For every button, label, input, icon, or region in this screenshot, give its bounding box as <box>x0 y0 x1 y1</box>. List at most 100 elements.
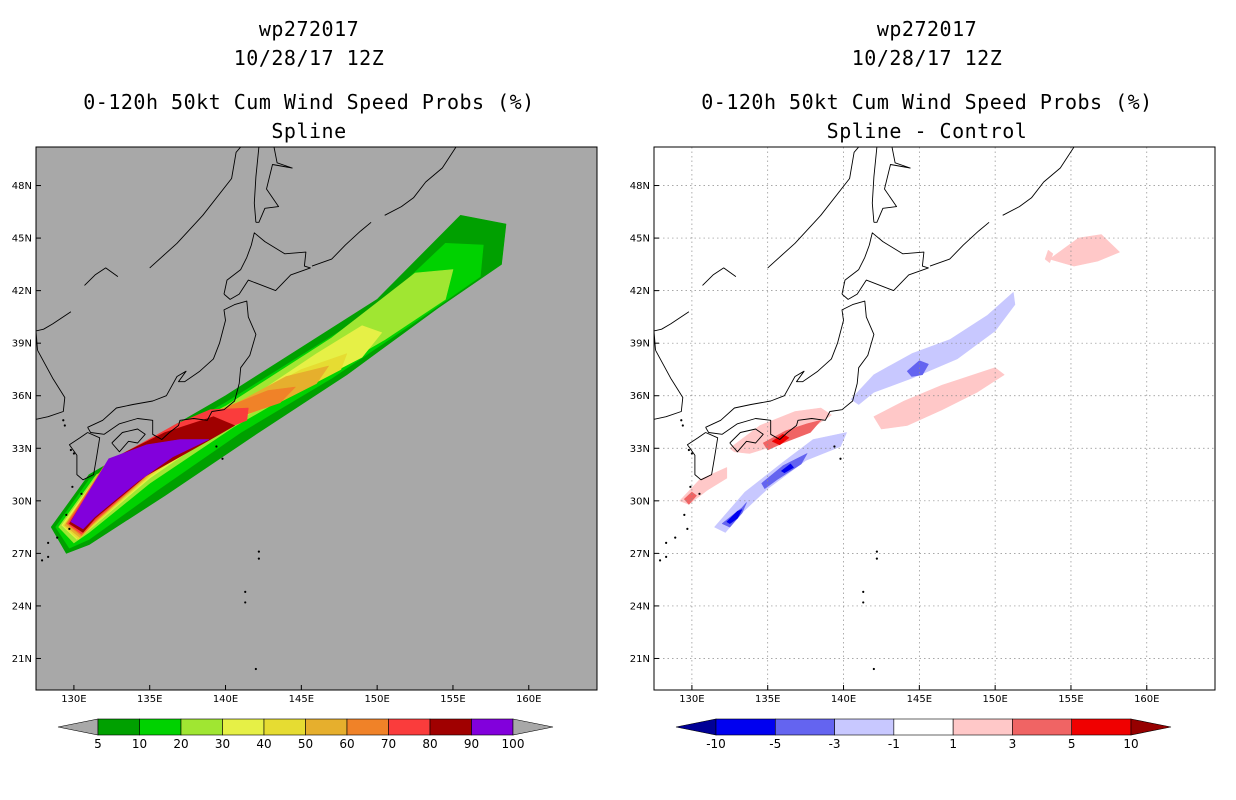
colorbar-label: -1 <box>888 737 900 751</box>
x-tick-label: 130E <box>61 694 86 705</box>
x-tick-label: 130E <box>679 694 704 705</box>
y-tick-label: 33N <box>630 444 650 455</box>
colorbar-swatch <box>97 718 140 736</box>
x-tick-label: 160E <box>516 694 541 705</box>
x-tick-label: 135E <box>137 694 162 705</box>
plot-frame <box>653 146 1216 691</box>
plot-frame <box>35 146 598 691</box>
y-tick-label: 45N <box>630 234 650 245</box>
x-tick-label: 155E <box>440 694 465 705</box>
colorbar-low-end <box>57 718 99 736</box>
colorbar-label: 5 <box>94 737 102 751</box>
colorbar-label: 50 <box>298 737 313 751</box>
colorbar-label: 10 <box>132 737 147 751</box>
colorbar-high-end <box>1130 718 1172 736</box>
colorbar-swatch <box>471 718 514 736</box>
chart-title: wp272017 <box>876 17 978 41</box>
colorbar-label: 70 <box>381 737 396 751</box>
left-panel: wp272017 10/28/17 12Z 0-120h 50kt Cum Wi… <box>12 17 598 751</box>
y-tick-label: 21N <box>12 654 32 665</box>
chart-subtitle: 10/28/17 12Z <box>851 46 1003 70</box>
x-tick-label: 145E <box>907 694 932 705</box>
colorbar-swatch <box>263 718 306 736</box>
chart-title-variable: 0-120h 50kt Cum Wind Speed Probs (%) <box>83 90 535 114</box>
chart-title: wp272017 <box>258 17 360 41</box>
colorbar-label: 30 <box>215 737 230 751</box>
colorbar-swatch <box>139 718 182 736</box>
map-background <box>654 147 1215 690</box>
colorbar-swatch <box>1071 718 1132 736</box>
y-tick-label: 24N <box>630 601 650 612</box>
contour-band-5 <box>772 433 790 446</box>
difference-map: 130E 135E 140E 145E 150E 155E 160E 21N 24N 27N 30N… <box>630 146 1216 705</box>
x-tick-label: 160E <box>1134 694 1159 705</box>
y-tick-label: 33N <box>12 444 32 455</box>
y-tick-label: 48N <box>630 181 650 192</box>
y-tick-label: 30N <box>630 496 650 507</box>
contour-band-1 <box>1044 250 1054 263</box>
x-tick-label: 145E <box>289 694 314 705</box>
chart-title-variable: 0-120h 50kt Cum Wind Speed Probs (%) <box>701 90 1153 114</box>
y-tick-label: 45N <box>12 234 32 245</box>
colorbar-swatch <box>180 718 223 736</box>
contour-band--3 <box>850 292 1016 405</box>
colorbar-label: 20 <box>173 737 188 751</box>
x-tick-label: 155E <box>1058 694 1083 705</box>
map-background <box>36 147 597 690</box>
y-tick-label: 48N <box>12 181 32 192</box>
colorbar-swatch <box>346 718 389 736</box>
colorbar-label: 10 <box>1123 737 1138 751</box>
coastlines <box>654 147 1075 671</box>
y-tick-label: 27N <box>12 549 32 560</box>
colorbar-label: -3 <box>829 737 841 751</box>
colorbar-label: 100 <box>502 737 525 751</box>
colorbar: 5 10 20 30 40 50 60 70 80 90 100 <box>57 718 554 751</box>
colorbar-label: 3 <box>1009 737 1017 751</box>
colorbar-low-end <box>675 718 717 736</box>
colorbar-swatch <box>893 718 954 736</box>
coastlines <box>36 147 457 671</box>
colorbar-swatch <box>834 718 895 736</box>
colorbar-swatch <box>305 718 348 736</box>
x-tick-label: 140E <box>213 694 238 705</box>
colorbar-swatch <box>952 718 1013 736</box>
colorbar-label: 80 <box>422 737 437 751</box>
x-tick-label: 140E <box>831 694 856 705</box>
chart-title-method: Spline <box>271 119 347 143</box>
colorbar-label: -10 <box>706 737 726 751</box>
y-tick-label: 21N <box>630 654 650 665</box>
grid-lines <box>654 147 1215 690</box>
probability-map: 130E 135E 140E 145E 150E 155E 160E 21N 24N 27N 30N… <box>12 146 598 705</box>
chart-title-method: Spline - Control <box>826 119 1028 143</box>
y-tick-label: 39N <box>630 339 650 350</box>
colorbar-swatch <box>222 718 265 736</box>
y-tick-label: 30N <box>12 496 32 507</box>
y-tick-label: 36N <box>12 391 32 402</box>
x-tick-label: 135E <box>755 694 780 705</box>
y-tick-label: 42N <box>12 286 32 297</box>
y-tick-label: 24N <box>12 601 32 612</box>
colorbar-swatch <box>715 718 776 736</box>
contour-band--10 <box>726 509 743 524</box>
colorbar-swatch <box>388 718 431 736</box>
contour-band--5 <box>906 360 929 377</box>
contour-band-1 <box>873 367 1005 430</box>
colorbar-swatch <box>429 718 472 736</box>
colorbar-label: 5 <box>1068 737 1076 751</box>
contour-band-3 <box>684 491 697 505</box>
colorbar-label: 60 <box>339 737 354 751</box>
colorbar-high-end <box>512 718 554 736</box>
colorbar-label: 90 <box>464 737 479 751</box>
x-tick-label: 150E <box>364 694 389 705</box>
colorbar-swatch <box>774 718 835 736</box>
colorbar-swatch <box>1012 718 1073 736</box>
y-tick-label: 42N <box>630 286 650 297</box>
right-panel: wp272017 10/28/17 12Z 0-120h 50kt Cum Wi… <box>618 0 1236 800</box>
colorbar-label: 1 <box>949 737 957 751</box>
y-tick-label: 27N <box>630 549 650 560</box>
contour-band-90 <box>70 439 210 530</box>
colorbar-label: 40 <box>256 737 271 751</box>
x-tick-label: 150E <box>982 694 1007 705</box>
chart-subtitle: 10/28/17 12Z <box>233 46 385 70</box>
y-tick-label: 36N <box>630 391 650 402</box>
